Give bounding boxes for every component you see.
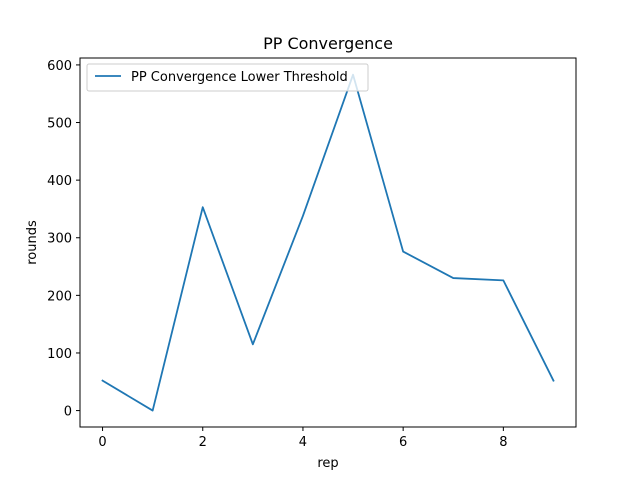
y-tick-label: 100	[47, 347, 72, 362]
y-tick-label: 500	[47, 117, 72, 132]
y-axis: 0 100 200 300 400 500 600	[47, 59, 80, 420]
y-tick-label: 0	[64, 405, 72, 420]
x-tick-label: 6	[399, 435, 407, 450]
x-axis-label: rep	[317, 456, 338, 471]
x-tick-label: 8	[499, 435, 507, 450]
legend-box	[86, 63, 369, 92]
x-tick-label: 0	[98, 435, 106, 450]
plot-area	[101, 73, 555, 412]
y-tick-label: 600	[47, 59, 72, 74]
x-tick-label: 2	[199, 435, 207, 450]
y-tick-label: 200	[47, 289, 72, 304]
x-tick-label: 4	[299, 435, 307, 450]
legend: PP Convergence Lower Threshold	[86, 63, 369, 92]
y-tick-label: 400	[47, 174, 72, 189]
legend-entry: PP Convergence Lower Threshold	[131, 70, 348, 85]
plot-frame	[79, 57, 577, 428]
chart-title: PP Convergence	[263, 34, 393, 53]
series-line	[101, 73, 555, 412]
x-axis: 0 2 4 6 8	[98, 427, 507, 450]
y-axis-label: rounds	[25, 220, 40, 265]
y-tick-label: 300	[47, 232, 72, 247]
